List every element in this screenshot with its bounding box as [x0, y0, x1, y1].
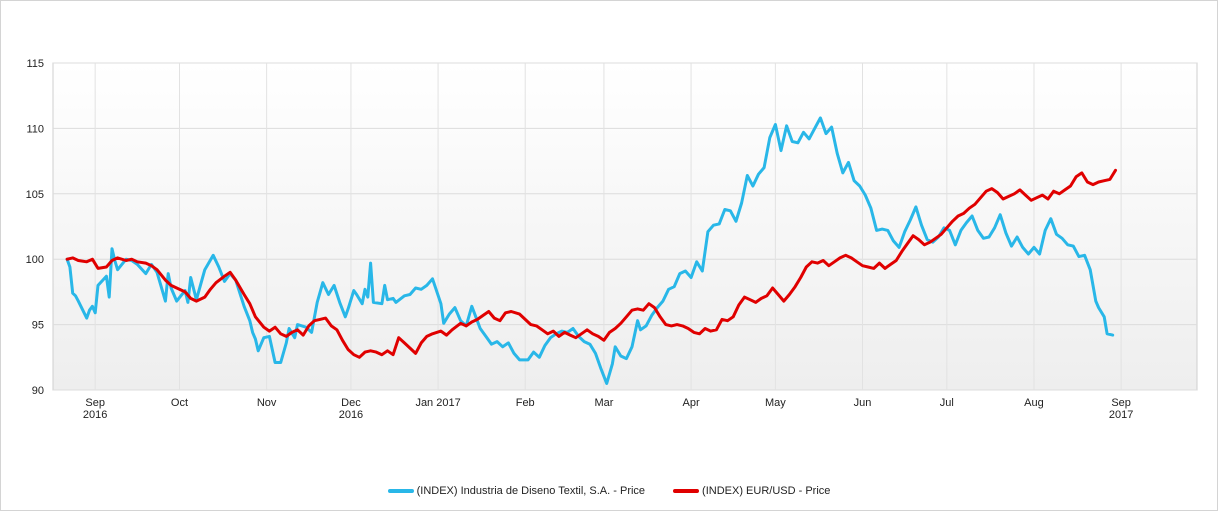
- x-tick-label: Feb: [516, 397, 535, 409]
- x-tick-label: Jul: [940, 397, 954, 409]
- series-group: [65, 116, 1117, 385]
- y-tick-label: 90: [32, 385, 44, 397]
- y-tick-label: 110: [26, 123, 44, 135]
- y-axis: 90 95 100 105 110 115: [26, 58, 44, 397]
- legend-swatch-inditex: [387, 489, 414, 493]
- plot-area: [52, 62, 1198, 391]
- y-tick-label: 115: [26, 58, 44, 70]
- x-tick-label: Jun: [854, 397, 872, 409]
- x-tick-label: Oct: [171, 397, 188, 409]
- x-tick-label: Dec: [341, 397, 361, 409]
- grid: [53, 62, 1197, 391]
- y-tick-label: 100: [26, 254, 44, 266]
- x-tick-label: May: [765, 397, 786, 409]
- series-line-eurusd: [65, 168, 1117, 359]
- legend-item-eurusd[interactable]: (INDEX) EUR/USD - Price: [673, 485, 830, 497]
- legend-item-inditex[interactable]: (INDEX) Industria de Diseno Textil, S.A.…: [387, 485, 646, 497]
- x-tick-label: Nov: [257, 397, 277, 409]
- y-tick-label: 95: [32, 320, 44, 332]
- legend-label-inditex: (INDEX) Industria de Diseno Textil, S.A.…: [416, 485, 646, 497]
- x-tick-year-label: 2016: [83, 409, 107, 421]
- x-tick-label: Sep: [1111, 397, 1131, 409]
- x-tick-year-label: 2016: [339, 409, 363, 421]
- x-tick-label: Mar: [594, 397, 613, 409]
- x-tick-label: Jan 2017: [415, 397, 460, 409]
- legend-label-eurusd: (INDEX) EUR/USD - Price: [702, 485, 831, 497]
- y-tick-label: 105: [26, 189, 44, 201]
- x-tick-label: Apr: [682, 397, 699, 409]
- x-tick-year-label: 2017: [1109, 409, 1133, 421]
- x-tick-label: Aug: [1024, 397, 1044, 409]
- legend: (INDEX) Industria de Diseno Textil, S.A.…: [0, 485, 1218, 497]
- x-tick-label: Sep: [85, 397, 105, 409]
- legend-swatch-eurusd: [673, 489, 700, 493]
